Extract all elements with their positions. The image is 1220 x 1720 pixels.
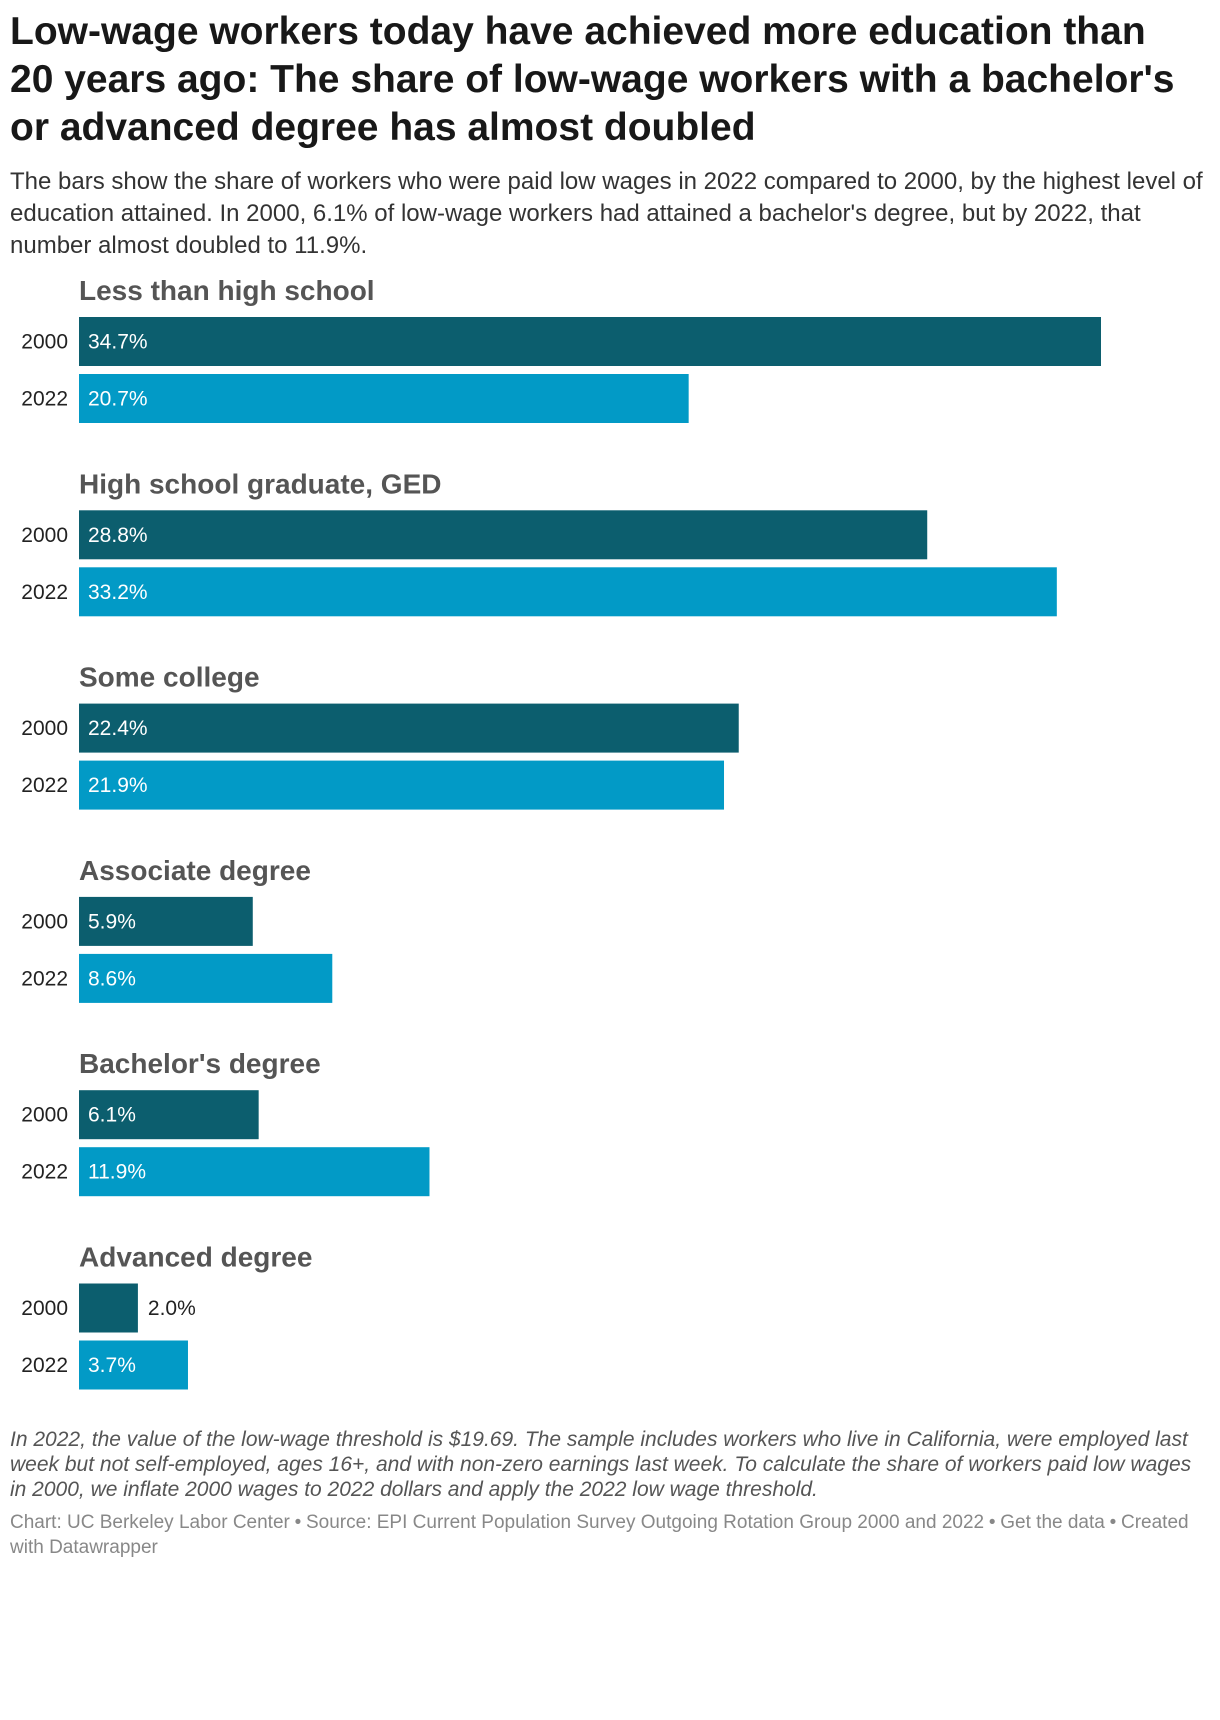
year-label-2000-bachelor-s-degree: 2000 xyxy=(21,1104,68,1127)
year-label-2000-less-than-high-school: 2000 xyxy=(21,331,68,354)
chart-notes: In 2022, the value of the low-wage thres… xyxy=(10,1428,1192,1501)
bar-2000-advanced-degree xyxy=(79,1283,138,1333)
chart-subtitle: The bars show the share of workers who w… xyxy=(10,168,1203,259)
bar-2000-some-college xyxy=(79,703,739,753)
bar-2022-some-college xyxy=(79,760,725,810)
value-label-2000-less-than-high-school: 34.7% xyxy=(88,331,148,354)
created-with: Created with Datawrapper xyxy=(10,1512,1189,1558)
bar-2000-associate-degree xyxy=(79,896,253,946)
value-label-2000-advanced-degree: 2.0% xyxy=(148,1297,196,1320)
value-label-2022-some-college: 21.9% xyxy=(88,774,148,797)
value-label-2000-some-college: 22.4% xyxy=(88,717,148,740)
year-label-2022-less-than-high-school: 2022 xyxy=(21,388,68,411)
group-label-associate-degree: Associate degree xyxy=(79,855,311,886)
value-label-2022-bachelor-s-degree: 11.9% xyxy=(88,1161,146,1184)
bar-2000-less-than-high-school xyxy=(79,317,1101,366)
bar-2022-less-than-high-school xyxy=(79,374,689,423)
value-label-2000-high-school-graduate-ged: 28.8% xyxy=(88,524,148,547)
year-label-2000-associate-degree: 2000 xyxy=(21,910,68,933)
value-label-2022-high-school-graduate-ged: 33.2% xyxy=(88,581,148,604)
get-data-link[interactable]: Get the data xyxy=(1000,1512,1105,1533)
year-label-2022-associate-degree: 2022 xyxy=(21,967,68,990)
group-label-less-than-high-school: Less than high school xyxy=(79,275,375,306)
year-label-2022-high-school-graduate-ged: 2022 xyxy=(21,581,68,604)
year-label-2000-high-school-graduate-ged: 2000 xyxy=(21,524,68,547)
bar-2022-associate-degree xyxy=(79,953,333,1003)
year-label-2022-bachelor-s-degree: 2022 xyxy=(21,1161,68,1184)
source-text: Source: EPI Current Population Survey Ou… xyxy=(306,1512,985,1533)
value-label-2022-less-than-high-school: 20.7% xyxy=(88,388,148,411)
group-label-advanced-degree: Advanced degree xyxy=(79,1242,312,1273)
chart-title: Low-wage workers today have achieved mor… xyxy=(10,10,1175,149)
group-label-some-college: Some college xyxy=(79,662,260,693)
year-label-2022-advanced-degree: 2022 xyxy=(21,1354,68,1377)
year-label-2022-some-college: 2022 xyxy=(21,774,68,797)
bar-chart: Less than high school 2000 34.7% 2022 20.7% H… xyxy=(21,275,1101,1390)
bar-2000-high-school-graduate-ged xyxy=(79,510,928,560)
bar-2000-bachelor-s-degree xyxy=(79,1090,259,1140)
bar-2022-high-school-graduate-ged xyxy=(79,567,1057,617)
group-label-bachelor-s-degree: Bachelor's degree xyxy=(79,1048,321,1079)
bar-2022-advanced-degree xyxy=(79,1340,188,1390)
group-label-high-school-graduate-ged: High school graduate, GED xyxy=(79,468,441,499)
year-label-2000-some-college: 2000 xyxy=(21,717,68,740)
year-label-2000-advanced-degree: 2000 xyxy=(21,1297,68,1320)
value-label-2000-bachelor-s-degree: 6.1% xyxy=(88,1104,136,1127)
value-label-2000-associate-degree: 5.9% xyxy=(88,910,136,933)
chart-footer: Chart: UC Berkeley Labor Center • Source: … xyxy=(10,1512,1189,1558)
bar-2022-bachelor-s-degree xyxy=(79,1147,430,1197)
value-label-2022-associate-degree: 8.6% xyxy=(88,967,136,990)
value-label-2022-advanced-degree: 3.7% xyxy=(88,1354,136,1377)
chart-credit: Chart: UC Berkeley Labor Center xyxy=(10,1512,290,1533)
